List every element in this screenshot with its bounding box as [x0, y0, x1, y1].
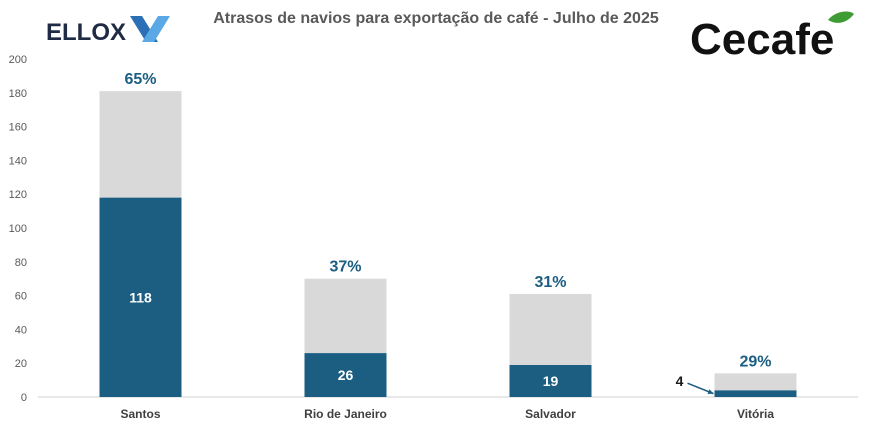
ellox-x-mark	[130, 16, 170, 42]
bar-segment-remaining	[509, 293, 592, 365]
value-label: 19	[543, 373, 559, 389]
y-tick-label: 20	[15, 358, 27, 370]
percent-label: 65%	[124, 71, 156, 88]
y-tick-label: 120	[9, 189, 27, 201]
cecafe-leaf-icon	[828, 11, 854, 23]
chart-title: Atrasos de navios para exportação de caf…	[213, 10, 659, 27]
y-tick-label: 0	[21, 392, 27, 404]
y-tick-label: 40	[15, 324, 27, 336]
y-tick-label: 200	[9, 54, 27, 66]
ellox-logo: ELLOX	[46, 16, 170, 46]
value-label: 4	[676, 373, 684, 389]
cecafe-logo: Cecafe	[690, 11, 854, 64]
bar-segment-delayed	[99, 197, 182, 397]
x-category-label: Rio de Janeiro	[304, 407, 387, 421]
percent-label: 29%	[739, 353, 771, 370]
y-tick-label: 80	[15, 257, 27, 269]
bar-segment-delayed	[509, 364, 592, 397]
percent-label: 37%	[329, 259, 361, 276]
bars-layer	[99, 91, 797, 397]
labels-layer: Santos 65% 118 Rio de Janeiro 37% 26 Salvador 3…	[120, 71, 774, 421]
y-tick-label: 180	[9, 88, 27, 100]
bar-segment-remaining	[99, 91, 182, 198]
y-tick-label: 140	[9, 155, 27, 167]
y-tick-label: 60	[15, 291, 27, 303]
value-label: 26	[338, 367, 354, 383]
y-tick-label: 100	[9, 223, 27, 235]
y-tick-label: 160	[9, 122, 27, 134]
value-label: 118	[129, 289, 152, 305]
x-category-label: Vitória	[737, 407, 774, 421]
value-label-arrowhead	[707, 389, 714, 395]
ellox-logo-text: ELLOX	[46, 19, 126, 46]
bar-segment-delayed	[304, 353, 387, 397]
cecafe-logo-text: Cecafe	[690, 15, 834, 64]
bar-segment-remaining	[304, 278, 387, 354]
bar-segment-delayed	[714, 390, 797, 397]
x-category-label: Santos	[120, 407, 160, 421]
percent-label: 31%	[534, 274, 566, 291]
x-category-label: Salvador	[525, 407, 576, 421]
bar-segment-remaining	[714, 373, 797, 391]
